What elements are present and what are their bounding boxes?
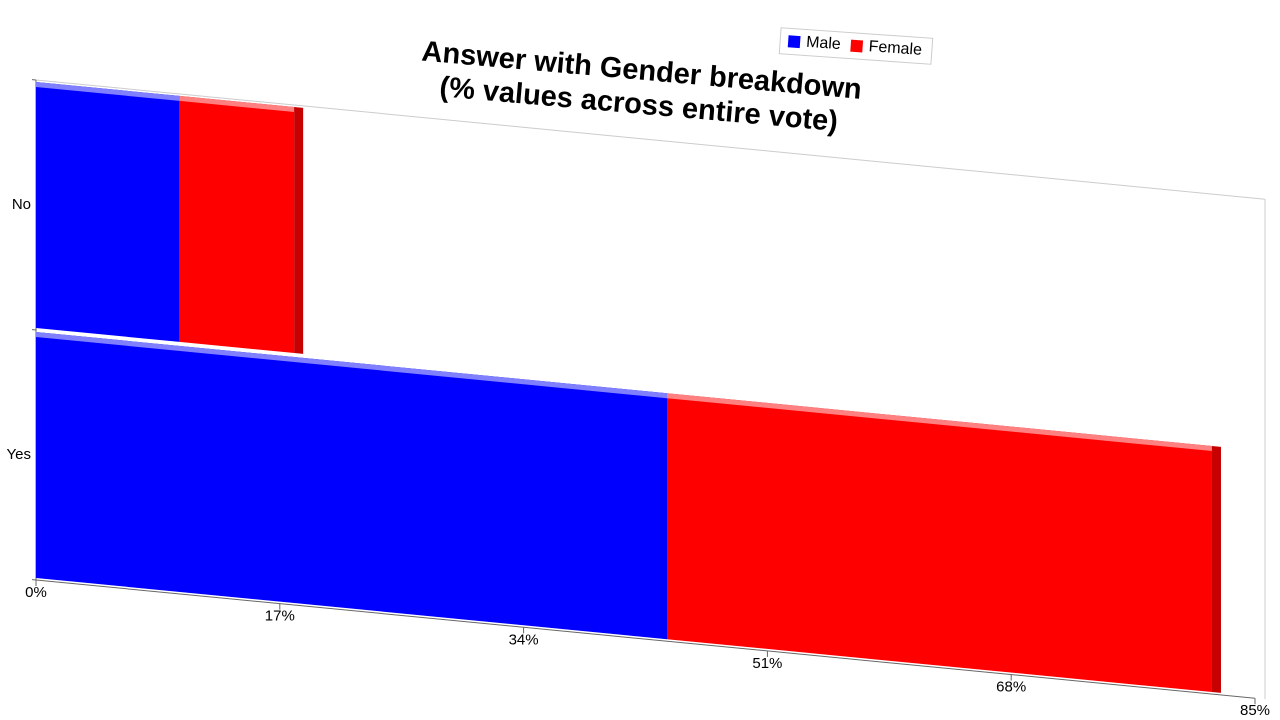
legend: Male Female [778, 27, 934, 65]
bar [667, 393, 1212, 693]
plot-area [32, 79, 1266, 705]
y-tick-label: No [12, 196, 31, 213]
y-tick-label: Yes [7, 446, 31, 463]
bar-top-face [179, 95, 295, 113]
bar-top-face [36, 81, 180, 101]
legend-swatch [850, 39, 864, 53]
x-tick-label: 51% [752, 655, 782, 672]
bar [36, 331, 668, 640]
plot-border [36, 79, 1265, 200]
x-tick-label: 68% [996, 679, 1026, 696]
x-tick-label: 17% [265, 608, 295, 625]
bar-top-face [667, 393, 1212, 452]
x-axis [36, 579, 1255, 699]
x-tick-label: 0% [25, 584, 47, 601]
legend-swatch [787, 35, 801, 49]
x-tick-label: 34% [509, 631, 539, 648]
bar [179, 95, 295, 354]
bar-side-face [294, 107, 304, 354]
legend-label: Male [806, 34, 842, 53]
x-tick-label: 85% [1240, 702, 1270, 719]
legend-label: Female [868, 38, 923, 59]
bar-top-face [36, 331, 668, 399]
bar-side-face [1211, 446, 1221, 693]
bar [36, 81, 180, 342]
